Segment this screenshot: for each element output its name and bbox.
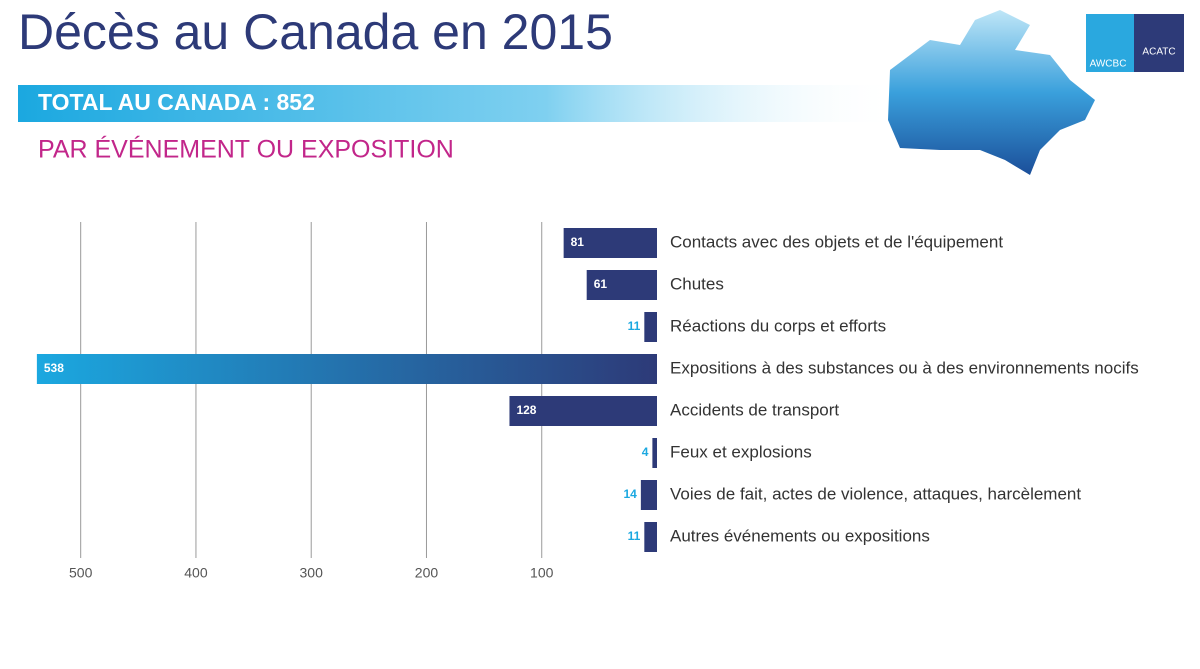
x-tick-label: 500 — [69, 565, 93, 581]
category-label: Voies de fait, actes de violence, attaqu… — [670, 484, 1081, 503]
value-label: 61 — [594, 277, 608, 291]
banner-text: TOTAL AU CANADA : 852 — [38, 89, 315, 115]
value-label: 11 — [628, 319, 641, 333]
x-tick-label: 400 — [184, 565, 208, 581]
x-tick-label: 300 — [300, 565, 324, 581]
bar — [652, 438, 657, 468]
bar — [586, 270, 657, 300]
x-tick-label: 200 — [415, 565, 439, 581]
logo-left — [1086, 14, 1134, 72]
category-label: Feux et explosions — [670, 442, 812, 461]
logo-text: AWCBC — [1090, 59, 1127, 70]
x-tick-label: 100 — [530, 565, 554, 581]
value-label: 4 — [642, 445, 649, 459]
value-label: 11 — [628, 529, 641, 543]
value-label: 128 — [516, 403, 536, 417]
chart-title: Décès au Canada en 2015 — [18, 4, 613, 60]
category-label: Contacts avec des objets et de l'équipem… — [670, 232, 1003, 251]
map — [888, 10, 1095, 175]
bar — [36, 354, 657, 384]
logo-right — [1134, 14, 1184, 72]
value-label: 14 — [624, 487, 638, 501]
value-label: 81 — [571, 235, 585, 249]
category-label: Chutes — [670, 274, 724, 293]
subtitle: PAR ÉVÉNEMENT OU EXPOSITION — [38, 135, 454, 164]
bar — [644, 312, 657, 342]
bar — [644, 522, 657, 552]
bar — [563, 228, 657, 258]
category-label: Réactions du corps et efforts — [670, 316, 886, 335]
banner — [18, 85, 898, 122]
category-label: Accidents de transport — [670, 400, 839, 419]
bar — [509, 396, 657, 426]
value-label: 538 — [44, 361, 64, 375]
bar — [640, 480, 657, 510]
category-label: Autres événements ou expositions — [670, 526, 930, 545]
logo-text: ACATC — [1142, 47, 1175, 58]
category-label: Expositions à des substances ou à des en… — [670, 358, 1139, 377]
